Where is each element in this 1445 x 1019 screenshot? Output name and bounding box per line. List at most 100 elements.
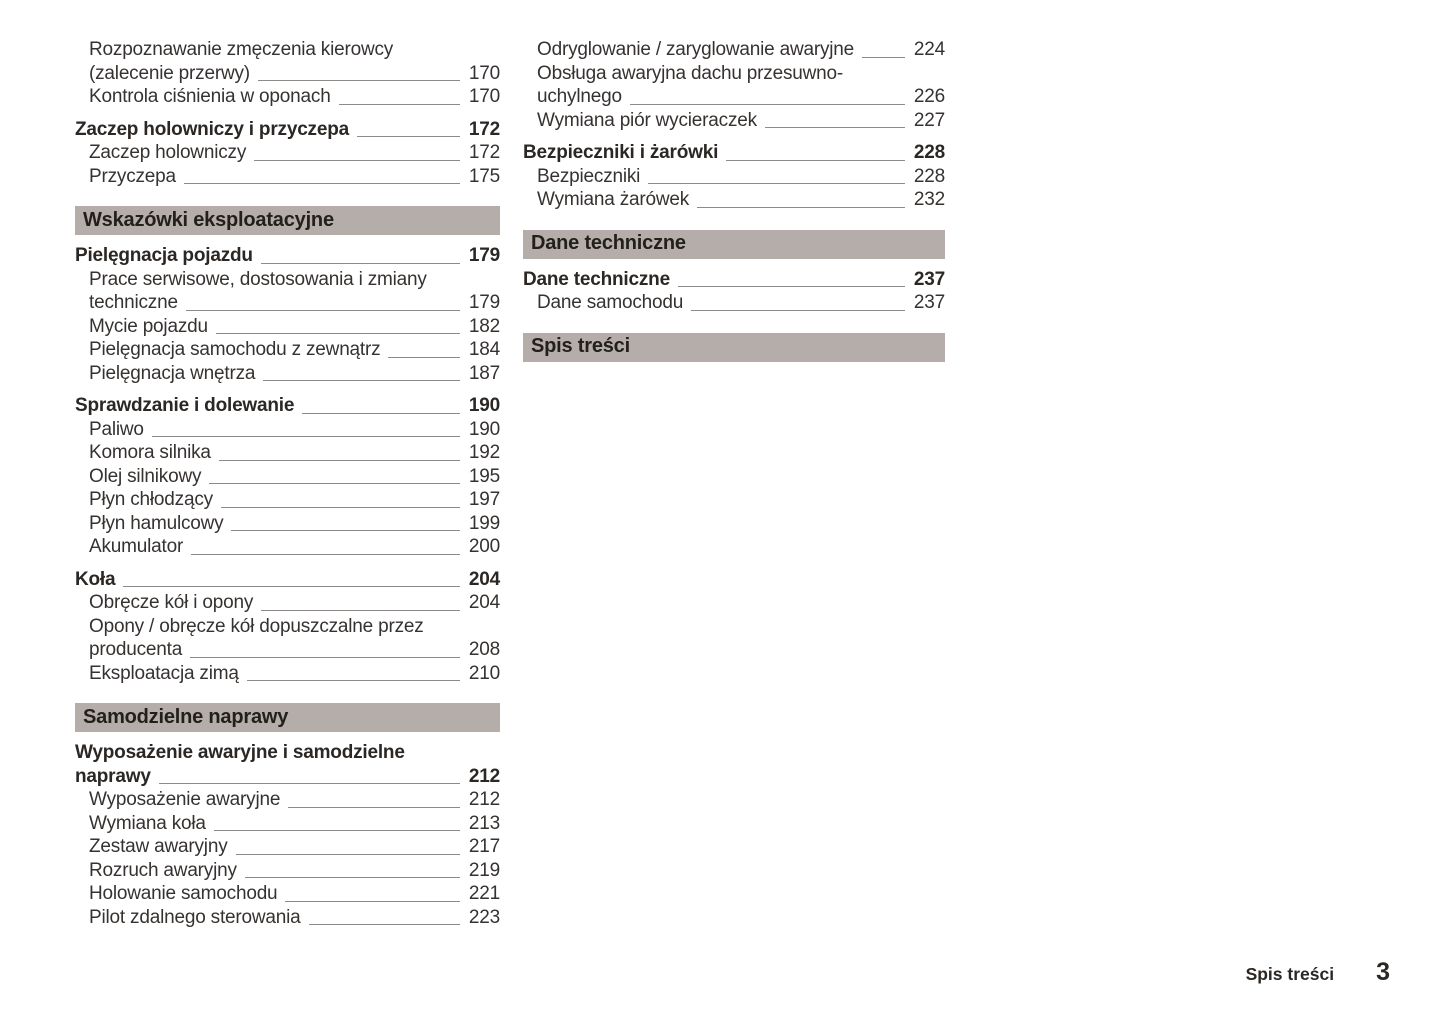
section-header: Spis treści (523, 332, 945, 362)
toc-entry: Płyn chłodzący 197 (75, 488, 500, 512)
toc-entry: Płyn hamulcowy 199 (75, 512, 500, 536)
leader-line (357, 136, 460, 137)
page-number: 213 (468, 812, 500, 834)
toc-entry: Rozpoznawanie zmęczenia kierowcy (zalecen… (75, 38, 500, 85)
toc-entry: Wymiana koła 213 (75, 812, 500, 836)
toc-entry-label: Dane samochodu (537, 292, 684, 313)
toc-entry: Zaczep holowniczy 172 (75, 141, 500, 165)
toc-entry-label: (zalecenie przerwy) (89, 62, 250, 84)
page-number: 208 (468, 639, 500, 660)
toc-entry: Zestaw awaryjny 217 (75, 835, 500, 859)
leader-line (190, 656, 460, 658)
toc-entry-label: Wymiana żarówek (537, 189, 690, 210)
toc-entry-label: Obsługa awaryjna dachu przesuwno- (537, 62, 844, 84)
leader-line (151, 436, 460, 437)
toc-entry: Pielęgnacja pojazdu 179 (75, 244, 500, 268)
toc-entry: Bezpieczniki i żarówki 228 (523, 141, 945, 165)
toc-entry-label: Akumulator (89, 536, 184, 557)
toc-entry-label: Komora silnika (89, 442, 211, 463)
toc-entry: Akumulator 200 (75, 535, 500, 559)
toc-entry: Olej silnikowy 195 (75, 465, 500, 489)
leader-line (185, 309, 460, 311)
page-number: 237 (913, 292, 945, 313)
page-number: 190 (468, 418, 500, 440)
leader-line (231, 530, 460, 531)
toc-entry-label: Mycie pojazdu (89, 315, 208, 337)
page-number: 172 (468, 118, 500, 140)
page-number: 187 (468, 362, 500, 384)
toc-entry-label: Prace serwisowe, dostosowania i zmiany (89, 268, 427, 290)
page-number: 232 (913, 189, 945, 210)
footer-section-label: Spis treści (1245, 964, 1335, 984)
leader-line (246, 680, 460, 681)
leader-line (257, 80, 460, 81)
page-number: 195 (468, 465, 500, 487)
toc-entry-label: Wymiana piór wycieraczek (537, 109, 757, 131)
toc-entry-label: Wyposażenie awaryjne (89, 789, 281, 810)
leader-line (218, 459, 460, 461)
leader-line (209, 483, 460, 484)
toc-entry: Odryglowanie / zaryglowanie awaryjne 224 (523, 38, 945, 62)
toc-entry: Kontrola ciśnienia w oponach 170 (75, 85, 500, 109)
toc-entry-label: Pielęgnacja pojazdu (75, 245, 253, 266)
toc-entry: Opony / obręcze kół dopuszczalne przez pr… (75, 615, 500, 662)
toc-column-left: Rozpoznawanie zmęczenia kierowcy (zalecen… (75, 38, 500, 929)
section-header: Samodzielne naprawy (75, 703, 500, 732)
toc-entry-label: Paliwo (89, 418, 144, 440)
toc-entry-label: Pilot zdalnego sterowania (89, 906, 301, 928)
leader-line (388, 356, 460, 358)
toc-entry: Zaczep holowniczy i przyczepa 172 (75, 118, 500, 142)
toc-entry-label: Przyczepa (89, 165, 176, 187)
leader-line (183, 183, 460, 184)
page-number: 179 (468, 292, 500, 313)
toc-entry: Dane techniczne 237 (523, 268, 945, 292)
leader-line (338, 103, 460, 105)
toc-entry-label: Zaczep holowniczy i przyczepa (75, 118, 349, 140)
toc-entry: Pielęgnacja wnętrza 187 (75, 362, 500, 386)
toc-entry-label: Opony / obręcze kół dopuszczalne przez (89, 615, 424, 637)
toc-entry: Prace serwisowe, dostosowania i zmiany te… (75, 268, 500, 315)
leader-line (263, 380, 460, 381)
toc-entry: Pilot zdalnego sterowania 223 (75, 906, 500, 930)
toc-entry-label: Bezpieczniki i żarówki (523, 142, 719, 163)
toc-entry-label: Wyposażenie awaryjne i samodzielne (75, 742, 405, 763)
section-header-label: Wskazówki eksploatacyjne (83, 208, 334, 231)
toc-entry: Obsługa awaryjna dachu przesuwno-uchylne… (523, 62, 945, 109)
toc-entry-label: Odryglowanie / zaryglowanie awaryjne (537, 39, 855, 60)
leader-line (764, 127, 905, 128)
leader-line (220, 506, 460, 508)
leader-line (677, 286, 905, 287)
toc-entry: Pielęgnacja samochodu z zewnątrz 184 (75, 338, 500, 362)
page-number: 212 (468, 765, 500, 787)
leader-line (235, 853, 460, 855)
page-number: 170 (468, 86, 500, 107)
toc-entry-label: Zaczep holowniczy (89, 142, 247, 163)
toc-entry-label: Eksploatacja zimą (89, 662, 239, 684)
leader-line (215, 333, 460, 334)
toc-entry: Holowanie samochodu 221 (75, 882, 500, 906)
page-number: 200 (468, 536, 500, 557)
toc-entry-label: naprawy (75, 765, 151, 787)
toc-entry-label: Sprawdzanie i dolewanie (75, 395, 295, 416)
leader-line (302, 412, 460, 414)
toc-entry-label: Płyn hamulcowy (89, 512, 224, 534)
toc-entry: Wymiana żarówek 232 (523, 188, 945, 212)
leader-line (191, 553, 460, 555)
toc-entry: Eksploatacja zimą 210 (75, 662, 500, 686)
page-number: 212 (468, 789, 500, 810)
page-footer: Spis treści 3 (1246, 958, 1390, 987)
toc-entry-label: Olej silnikowy (89, 465, 202, 487)
toc-entry: Paliwo 190 (75, 418, 500, 442)
leader-line (123, 586, 460, 587)
section-header-label: Dane techniczne (531, 232, 686, 255)
toc-entry: Sprawdzanie i dolewanie 190 (75, 394, 500, 418)
page-number: 179 (468, 245, 500, 266)
leader-line (862, 56, 905, 58)
leader-line (260, 262, 460, 264)
page-number: 172 (468, 142, 500, 163)
page-number: 210 (468, 662, 500, 684)
toc-entry: Rozruch awaryjny 219 (75, 859, 500, 883)
toc-entry-label: Wymiana koła (89, 812, 206, 834)
page-number: 192 (468, 442, 500, 463)
toc-entry: Wyposażenie awaryjne i samodzielne napraw… (75, 741, 500, 788)
